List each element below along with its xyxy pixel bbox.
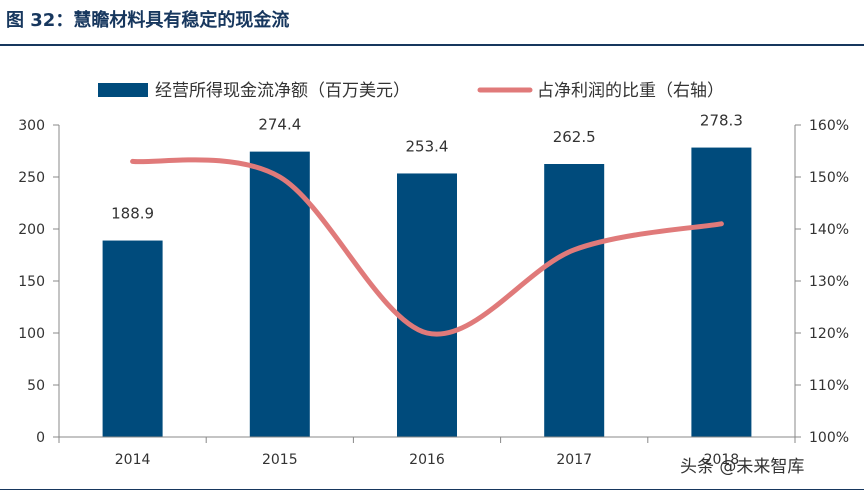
ratio-line <box>130 157 724 337</box>
legend-bar-label: 经营所得现金流净额（百万美元） <box>155 81 410 101</box>
bottom-rule <box>0 489 864 490</box>
bar-value-label: 262.5 <box>553 128 596 146</box>
x-tick-label: 2014 <box>115 452 151 468</box>
x-tick-label: 2015 <box>262 452 298 468</box>
right-tick-label: 110% <box>809 378 849 394</box>
bar <box>249 151 310 437</box>
x-tick-label: 2017 <box>556 452 592 468</box>
left-tick-label: 50 <box>27 378 45 394</box>
bar <box>691 147 752 437</box>
right-tick-label: 130% <box>809 274 849 290</box>
x-axis: 2014 2015 2016 2017 2018 <box>58 437 796 468</box>
right-axis: 100% 110% 120% 130% 140% 150% 160% <box>795 118 849 446</box>
legend-line-label: 占净利润的比重（右轴） <box>537 81 724 101</box>
left-tick-label: 0 <box>36 430 45 446</box>
legend-bar-swatch <box>98 83 148 97</box>
left-tick-label: 250 <box>18 170 45 186</box>
bar <box>102 240 163 437</box>
data-labels: 188.9 274.4 253.4 262.5 278.3 <box>111 112 743 223</box>
x-tick-label: 2016 <box>409 452 445 468</box>
right-tick-label: 160% <box>809 118 849 134</box>
bar-value-label: 253.4 <box>406 137 449 155</box>
bar-value-label: 188.9 <box>111 205 154 223</box>
x-tick-label: 2018 <box>704 452 740 468</box>
right-tick-label: 120% <box>809 326 849 342</box>
left-tick-label: 100 <box>18 326 45 342</box>
left-tick-label: 300 <box>18 118 45 134</box>
bar-series <box>102 147 752 438</box>
left-axis: 0 50 100 150 200 250 300 <box>18 118 59 446</box>
right-tick-label: 140% <box>809 222 849 238</box>
title-rule <box>0 44 864 46</box>
figure-title: 图 32：慧瞻材料具有稳定的现金流 <box>6 10 290 31</box>
watermark: 头条 @未来智库 <box>680 457 805 477</box>
left-tick-label: 200 <box>18 222 45 238</box>
right-tick-label: 150% <box>809 170 849 186</box>
bar-value-label: 274.4 <box>258 116 301 134</box>
bar <box>397 173 457 438</box>
bar <box>544 164 605 437</box>
right-tick-label: 100% <box>809 430 849 446</box>
left-tick-label: 150 <box>18 274 45 290</box>
bar-value-label: 278.3 <box>700 112 743 130</box>
legend: 经营所得现金流净额（百万美元） 占净利润的比重（右轴） <box>98 81 724 101</box>
